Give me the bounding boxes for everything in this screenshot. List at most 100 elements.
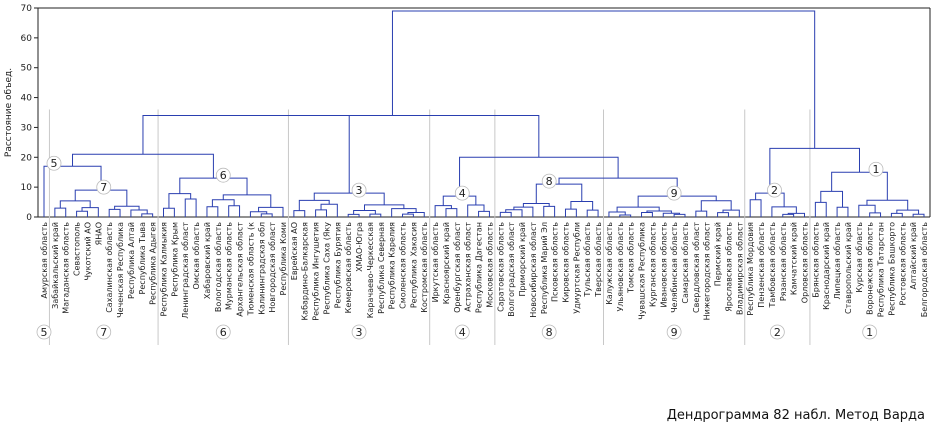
- y-axis-label: Расстояние объед.: [4, 68, 14, 157]
- dendrogram-link: [608, 211, 626, 217]
- chart-caption: Дендрограмма 82 набл. Метод Варда: [666, 408, 925, 423]
- leaf-label: Псковская область: [551, 222, 560, 302]
- dendrogram-link: [179, 177, 248, 195]
- dendrogram-link: [890, 212, 903, 217]
- dendrogram-link: [142, 114, 350, 194]
- leaf-label: Ростовская область: [898, 222, 907, 306]
- dendrogram-link: [722, 209, 740, 217]
- dendrogram-link: [619, 214, 632, 217]
- cluster-top-label: 4: [459, 187, 466, 200]
- leaf-label: Нижегородская област: [703, 222, 712, 321]
- dendrogram-link: [445, 208, 458, 217]
- leaf-label: Омская область: [192, 222, 201, 290]
- dendrogram-link: [184, 198, 197, 217]
- leaf-label: Чукотский АО: [83, 222, 92, 281]
- leaf-label: Республика Коми: [279, 222, 288, 295]
- y-tick-label: 70: [21, 4, 33, 14]
- cluster-top-label: 2: [771, 184, 778, 197]
- y-tick-label: 20: [21, 153, 33, 163]
- dendrogram-link: [363, 204, 405, 211]
- leaf-label: Кабардино-Балкарская: [301, 222, 310, 321]
- dendrogram-link: [81, 207, 99, 217]
- leaf-label: Амурская область: [40, 222, 49, 299]
- leaf-labels: Амурская область Забайкальский край Магада…: [40, 222, 929, 321]
- leaf-label: Тюменская область (к: [246, 222, 255, 317]
- cluster-top-marker: [215, 167, 231, 183]
- leaf-label: Курская область: [855, 222, 864, 293]
- leaf-label: Ярославская область: [724, 222, 733, 312]
- dendrogram-link: [836, 206, 849, 217]
- leaf-label: Тамбовская область: [768, 222, 777, 309]
- leaf-label: Мурманская область: [225, 222, 234, 310]
- cluster-top-label: 6: [220, 169, 227, 182]
- dendrogram-link: [249, 211, 268, 217]
- leaf-label: Приморский край: [518, 222, 527, 296]
- cluster-bottom-marker: [454, 324, 470, 340]
- dendrogram-link: [749, 199, 762, 217]
- dendrogram-link: [869, 212, 882, 217]
- leaf-label: Чувашская Республика: [638, 222, 647, 320]
- leaf-label: Белгородская область: [920, 222, 929, 318]
- leaf-label: Ставропольский край: [844, 222, 853, 314]
- dendrogram-link: [616, 206, 660, 212]
- leaf-label: Республика Мордовия: [746, 222, 755, 316]
- dendrogram-chart: 0 10 20 30 40 50 60 70 Расстояние объед. Амурска…: [4, 4, 931, 345]
- cluster-bottom-label: 1: [866, 326, 873, 339]
- leaf-label: Ленинградская област: [181, 222, 190, 319]
- leaf-label: Республика Дагестан: [475, 222, 484, 313]
- dendrogram-link: [391, 10, 816, 149]
- cluster-dividers: [48, 109, 811, 345]
- leaf-label: Магаданская область: [62, 222, 71, 314]
- cluster-top-label: 5: [51, 157, 58, 170]
- leaf-label: Краснодарский край: [822, 222, 831, 310]
- leaf-label: Саратовская область: [496, 222, 505, 312]
- cluster-bottom-marker: [36, 324, 52, 340]
- leaf-label: Республика Башкорто: [887, 222, 896, 316]
- dendrogram-link: [695, 210, 708, 217]
- dendrogram-link: [814, 201, 827, 217]
- cluster-bottom-marker: [862, 324, 878, 340]
- leaf-label: Волгоградская област: [507, 222, 516, 317]
- dendrogram-link: [831, 171, 888, 201]
- cluster-bottom-label: 2: [774, 326, 781, 339]
- dendrogram-link: [59, 200, 91, 209]
- leaf-label: Пермский край: [714, 222, 723, 286]
- leaf-label: ЯНАО: [94, 222, 103, 245]
- dendrogram-link: [700, 200, 732, 212]
- dendrogram-link: [211, 199, 235, 207]
- cluster-top-marker: [454, 185, 470, 201]
- leaf-label: Сахалинская область: [105, 222, 114, 313]
- leaf-label: Чеченская Республика: [116, 222, 125, 318]
- dendrogram-link: [641, 212, 653, 217]
- dendrogram-link: [478, 210, 490, 217]
- cluster-bottom-marker: [96, 324, 112, 340]
- y-tick-label: 10: [21, 183, 33, 193]
- cluster-bottom-label: 9: [671, 326, 678, 339]
- leaf-label: Вологодская область: [214, 222, 223, 312]
- cluster-bottom-label: 3: [356, 326, 363, 339]
- dendrogram-link: [228, 205, 241, 217]
- cluster-bottom-label: 5: [41, 326, 48, 339]
- cluster-labels: 5 5 7 7 6 6 3 3 4 4 8 8 9 9 2 2 1 1: [36, 155, 884, 340]
- leaf-label: Алтайский край: [909, 222, 918, 290]
- cluster-bottom-marker: [215, 324, 231, 340]
- leaf-label: Республика Карелия: [388, 222, 397, 310]
- leaf-label: Калининградская обл: [257, 222, 266, 315]
- cluster-bottom-marker: [666, 324, 682, 340]
- dendrogram-link: [402, 213, 414, 217]
- leaf-label: Липецкая область: [833, 222, 842, 300]
- dendrogram-tree: [43, 10, 925, 217]
- cluster-bottom-label: 8: [546, 326, 553, 339]
- dendrogram-link: [505, 209, 523, 217]
- dendrogram-link: [163, 207, 175, 217]
- leaf-label: Республика Адыгея: [149, 222, 158, 305]
- leaf-label: Курганская область: [648, 222, 657, 307]
- cluster-bottom-marker: [351, 324, 367, 340]
- leaf-label: Астраханская област: [464, 222, 473, 312]
- dendrogram-link: [769, 147, 860, 194]
- leaf-label: Костромская область: [420, 222, 429, 313]
- dendrogram-link: [369, 213, 382, 217]
- leaf-label: Томская область: [627, 222, 636, 294]
- dendrogram-link: [820, 190, 844, 208]
- leaf-label: Кировская область: [561, 222, 570, 303]
